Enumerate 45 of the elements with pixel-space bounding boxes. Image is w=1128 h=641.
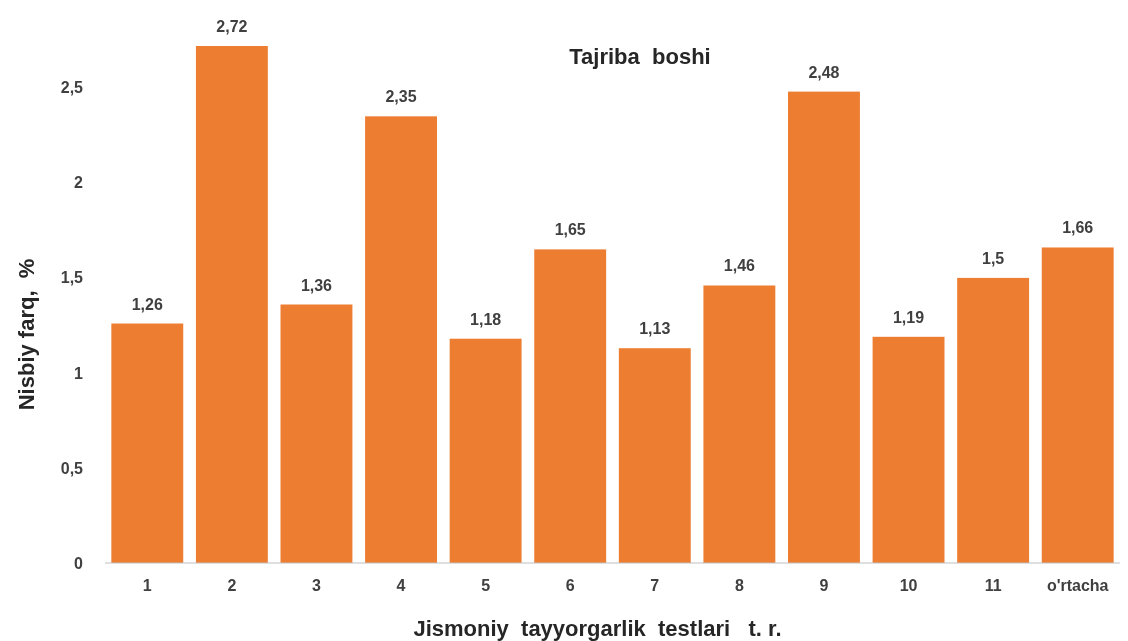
- x-tick-label: 10: [899, 577, 918, 594]
- y-axis-title: Nisbiy farq, %: [14, 258, 39, 411]
- data-label: 1,13: [639, 320, 671, 338]
- x-tick-label: 2: [227, 577, 237, 594]
- data-label: 1,19: [892, 308, 925, 326]
- y-tick-label: 2,5: [60, 79, 84, 97]
- bar: [111, 323, 184, 563]
- bar: [195, 46, 268, 563]
- bar: [280, 304, 353, 563]
- bar: [957, 277, 1030, 563]
- y-tick-label: 2: [74, 174, 84, 192]
- data-label: 2,35: [385, 88, 417, 106]
- bar: [872, 336, 945, 563]
- data-label: 1,65: [554, 221, 586, 239]
- x-tick-label: 4: [396, 577, 406, 594]
- data-label: 1,36: [300, 276, 333, 294]
- x-tick-label: 5: [481, 577, 491, 594]
- x-tick-label: 9: [819, 577, 829, 594]
- data-label: 1,18: [470, 310, 502, 328]
- data-label: 1,5: [982, 249, 1005, 267]
- x-tick-label: 11: [984, 577, 1002, 594]
- bar: [365, 116, 437, 563]
- x-axis-title: Jismoniy tayyorgarlik testlari t. r.: [413, 616, 782, 641]
- bar: [618, 348, 691, 563]
- bar: [449, 338, 522, 563]
- y-tick-label: 1: [74, 364, 84, 382]
- chart-title: Tajriba boshi: [569, 44, 711, 69]
- x-tick-label: 8: [734, 577, 744, 594]
- bar: [534, 249, 607, 563]
- bar: [703, 285, 776, 563]
- x-tick-label: o'rtacha: [1046, 577, 1109, 594]
- data-label: 2,72: [216, 18, 248, 35]
- data-label: 1,46: [723, 257, 756, 275]
- x-tick-label: 3: [312, 577, 322, 594]
- x-tick-label: 7: [650, 577, 660, 594]
- data-label: 1,26: [131, 295, 163, 313]
- data-label: 2,48: [808, 63, 840, 81]
- data-label: 1,66: [1062, 219, 1094, 237]
- y-tick-label: 0,5: [60, 459, 84, 477]
- y-tick-label: 0: [74, 554, 84, 572]
- bar: [1041, 247, 1114, 563]
- x-tick-label: 6: [565, 577, 575, 594]
- x-tick-label: 1: [142, 577, 152, 594]
- y-tick-label: 1,5: [60, 269, 84, 287]
- bar: [788, 91, 860, 563]
